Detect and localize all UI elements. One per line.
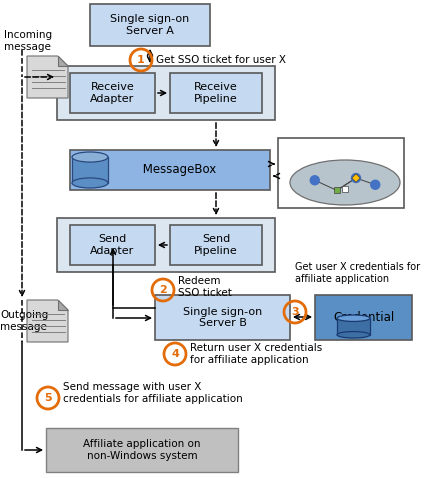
Bar xyxy=(334,187,340,194)
Bar xyxy=(57,218,275,272)
Bar xyxy=(57,66,275,120)
Bar xyxy=(70,73,155,113)
Text: Send message with user X
credentials for affiliate application: Send message with user X credentials for… xyxy=(63,382,243,404)
Bar xyxy=(315,295,412,340)
Text: Send
Pipeline: Send Pipeline xyxy=(194,234,238,256)
Bar xyxy=(278,138,404,208)
Polygon shape xyxy=(27,56,68,98)
Text: 1: 1 xyxy=(137,55,145,65)
Circle shape xyxy=(371,180,380,189)
Polygon shape xyxy=(27,300,68,342)
Text: Get SSO ticket for user X: Get SSO ticket for user X xyxy=(156,55,286,65)
Text: Send
Adapter: Send Adapter xyxy=(90,234,135,256)
Circle shape xyxy=(351,174,360,183)
Text: Receive
Pipeline: Receive Pipeline xyxy=(194,82,238,104)
Bar xyxy=(70,225,155,265)
Bar xyxy=(342,186,348,192)
Circle shape xyxy=(310,176,319,185)
Text: Outgoing
message: Outgoing message xyxy=(0,310,48,332)
Text: 2: 2 xyxy=(159,285,167,295)
Text: Single sign-on
Server A: Single sign-on Server A xyxy=(110,14,190,36)
Text: Get user X credentials for
affiliate application: Get user X credentials for affiliate app… xyxy=(295,262,420,283)
Bar xyxy=(337,318,370,335)
Bar xyxy=(90,4,210,46)
Text: 3: 3 xyxy=(291,307,299,317)
Ellipse shape xyxy=(290,160,400,205)
Text: Credential: Credential xyxy=(333,311,394,324)
Text: 5: 5 xyxy=(44,393,52,403)
Text: Single sign-on
Server B: Single sign-on Server B xyxy=(183,307,262,328)
Bar xyxy=(170,225,262,265)
Text: 4: 4 xyxy=(171,349,179,359)
Polygon shape xyxy=(58,300,68,310)
Text: Redeem
SSO ticket: Redeem SSO ticket xyxy=(178,276,232,298)
Ellipse shape xyxy=(72,152,108,162)
Text: Affiliate application on
non-Windows system: Affiliate application on non-Windows sys… xyxy=(83,439,201,461)
Text: Receive
Adapter: Receive Adapter xyxy=(90,82,135,104)
Ellipse shape xyxy=(72,178,108,188)
Polygon shape xyxy=(58,56,68,66)
Bar xyxy=(155,295,290,340)
Bar xyxy=(170,73,262,113)
Text: Incoming
message: Incoming message xyxy=(4,30,52,52)
Ellipse shape xyxy=(337,315,370,321)
Text: Orchestration: Orchestration xyxy=(303,168,379,178)
Bar xyxy=(72,157,108,183)
Ellipse shape xyxy=(337,332,370,338)
Bar xyxy=(70,150,270,190)
Text: MessageBox: MessageBox xyxy=(124,163,216,176)
Bar xyxy=(46,428,238,472)
Bar xyxy=(352,174,360,182)
Text: Return user X credentials
for affiliate application: Return user X credentials for affiliate … xyxy=(190,343,322,365)
